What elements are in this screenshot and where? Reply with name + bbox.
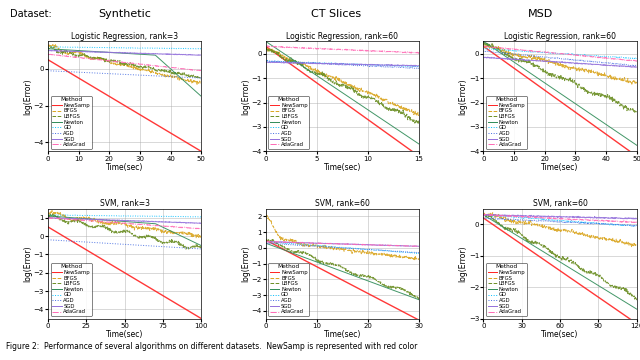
Y-axis label: log(Error): log(Error) [23,245,32,282]
X-axis label: Time(sec): Time(sec) [324,330,361,339]
Title: SVM, rank=3: SVM, rank=3 [100,199,150,208]
Title: Logistic Regression, rank=3: Logistic Regression, rank=3 [71,32,178,41]
Y-axis label: log(Error): log(Error) [241,78,250,115]
Text: Dataset:: Dataset: [10,9,51,19]
Legend: NewSamp, BFGS, LBFGS, Newton, GD, AGD, SGD, AdaGrad: NewSamp, BFGS, LBFGS, Newton, GD, AGD, S… [51,263,92,316]
Title: SVM, rank=60: SVM, rank=60 [532,199,588,208]
Text: CT Slices: CT Slices [311,9,361,19]
Legend: NewSamp, BFGS, LBFGS, Newton, GD, AGD, SGD, AdaGrad: NewSamp, BFGS, LBFGS, Newton, GD, AGD, S… [486,95,527,149]
Legend: NewSamp, BFGS, LBFGS, Newton, GD, AGD, SGD, AdaGrad: NewSamp, BFGS, LBFGS, Newton, GD, AGD, S… [268,263,309,316]
Y-axis label: log(Error): log(Error) [458,78,468,115]
Legend: NewSamp, BFGS, LBFGS, Newton, GD, AGD, SGD, AdaGrad: NewSamp, BFGS, LBFGS, Newton, GD, AGD, S… [268,95,309,149]
Legend: NewSamp, BFGS, LBFGS, Newton, GD, AGD, SGD, AdaGrad: NewSamp, BFGS, LBFGS, Newton, GD, AGD, S… [486,263,527,316]
Title: SVM, rank=60: SVM, rank=60 [315,199,370,208]
X-axis label: Time(sec): Time(sec) [541,163,579,172]
Text: MSD: MSD [528,9,554,19]
Y-axis label: log(Error): log(Error) [241,245,250,282]
Text: Figure 2:  Performance of several algorithms on different datasets.  NewSamp is : Figure 2: Performance of several algorit… [6,342,418,351]
X-axis label: Time(sec): Time(sec) [106,163,143,172]
X-axis label: Time(sec): Time(sec) [106,330,143,339]
Legend: NewSamp, BFGS, LBFGS, Newton, GD, AGD, SGD, AdaGrad: NewSamp, BFGS, LBFGS, Newton, GD, AGD, S… [51,95,92,149]
Y-axis label: log(Error): log(Error) [23,78,32,115]
Title: Logistic Regression, rank=60: Logistic Regression, rank=60 [504,32,616,41]
Title: Logistic Regression, rank=60: Logistic Regression, rank=60 [287,32,398,41]
X-axis label: Time(sec): Time(sec) [541,330,579,339]
Text: Synthetic: Synthetic [99,9,151,19]
X-axis label: Time(sec): Time(sec) [324,163,361,172]
Y-axis label: log(Error): log(Error) [458,245,468,282]
